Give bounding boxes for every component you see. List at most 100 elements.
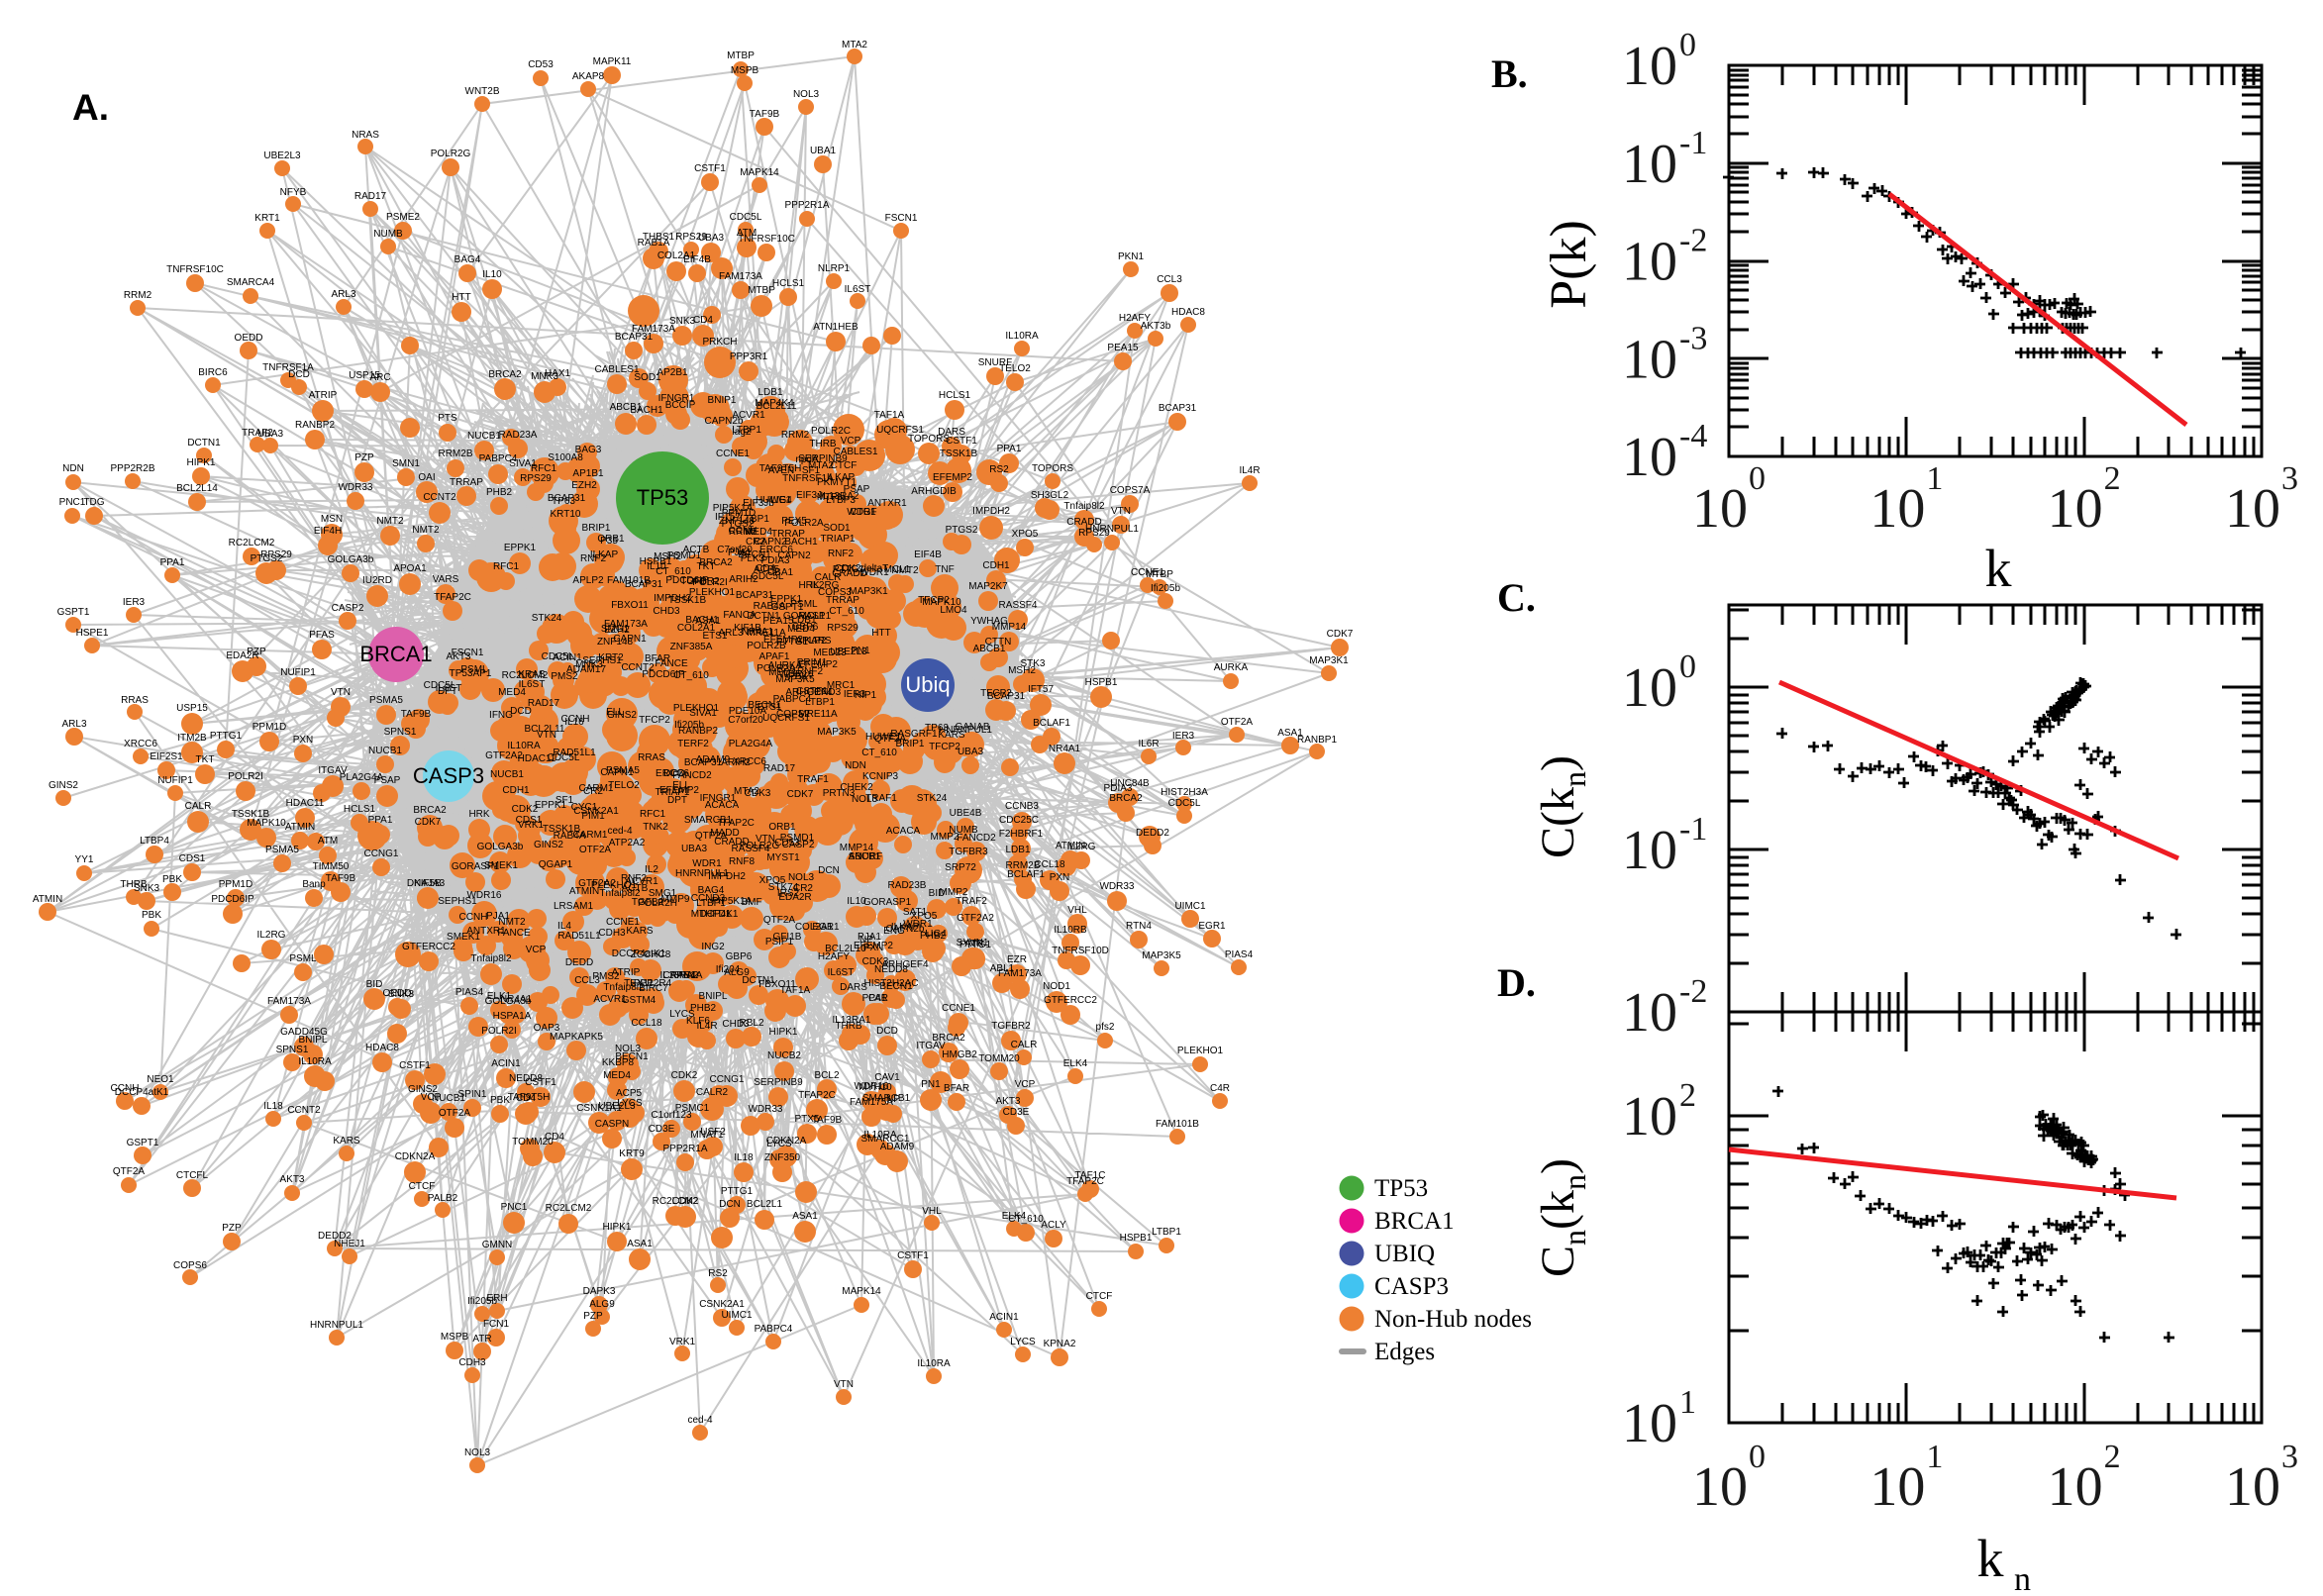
svg-text:CT_610: CT_610 bbox=[656, 566, 691, 577]
svg-text:TOPORS: TOPORS bbox=[1032, 463, 1073, 474]
svg-text:COPS2: COPS2 bbox=[776, 709, 810, 720]
svg-text:CD53: CD53 bbox=[774, 838, 800, 848]
svg-text:ABL1: ABL1 bbox=[990, 963, 1015, 974]
svg-text:ORB1: ORB1 bbox=[768, 822, 796, 833]
svg-text:MED23: MED23 bbox=[813, 648, 847, 658]
svg-text:TNFRSF10C: TNFRSF10C bbox=[166, 264, 224, 275]
svg-text:ATM: ATM bbox=[737, 228, 757, 239]
svg-text:APLP2: APLP2 bbox=[795, 636, 827, 647]
svg-text:PBK: PBK bbox=[162, 874, 182, 885]
svg-text:CR2: CR2 bbox=[583, 786, 603, 797]
svg-text:PMS2: PMS2 bbox=[592, 971, 620, 982]
svg-text:MYST1: MYST1 bbox=[766, 852, 800, 863]
svg-text:Tnfaip8l2: Tnfaip8l2 bbox=[470, 953, 512, 964]
svg-text:10: 10 bbox=[1622, 1393, 1677, 1454]
svg-text:MMP2: MMP2 bbox=[940, 887, 968, 898]
svg-text:FAM101B: FAM101B bbox=[607, 575, 651, 586]
svg-text:MMP14: MMP14 bbox=[840, 843, 874, 853]
svg-text:CCND3: CCND3 bbox=[691, 893, 726, 904]
svg-text:LDB1: LDB1 bbox=[758, 387, 782, 398]
svg-text:IL10: IL10 bbox=[647, 561, 666, 572]
svg-text:RPS29: RPS29 bbox=[260, 549, 292, 560]
svg-text:HDAC11: HDAC11 bbox=[518, 753, 556, 764]
svg-text:AKT3: AKT3 bbox=[995, 1096, 1020, 1107]
svg-text:NUCB1: NUCB1 bbox=[467, 431, 501, 442]
svg-text:ARL3: ARL3 bbox=[331, 289, 355, 300]
svg-text:MED4: MED4 bbox=[603, 1070, 631, 1081]
svg-text:CASP2: CASP2 bbox=[782, 840, 815, 850]
svg-text:HSPA1A: HSPA1A bbox=[493, 1011, 532, 1022]
svg-text:POLR2A: POLR2A bbox=[784, 518, 824, 529]
svg-text:CD3E: CD3E bbox=[1003, 1107, 1030, 1118]
svg-text:RAB4A: RAB4A bbox=[754, 601, 786, 612]
svg-text:SMARCB1: SMARCB1 bbox=[684, 815, 733, 826]
svg-text:POLR2C: POLR2C bbox=[811, 426, 851, 437]
svg-text:LTBP1: LTBP1 bbox=[1152, 1227, 1181, 1238]
svg-text:-1: -1 bbox=[1679, 125, 1707, 161]
svg-text:ARHGDIB: ARHGDIB bbox=[911, 486, 957, 497]
svg-text:PZP: PZP bbox=[583, 1311, 603, 1322]
svg-text:D.: D. bbox=[1497, 960, 1536, 1005]
svg-text:PHB2: PHB2 bbox=[920, 931, 947, 942]
svg-text:AKT3b: AKT3b bbox=[1141, 321, 1171, 332]
svg-text:PABPC4: PABPC4 bbox=[773, 694, 812, 705]
svg-text:PLEKHO1: PLEKHO1 bbox=[673, 703, 720, 714]
svg-text:CDK2deltaT: CDK2deltaT bbox=[835, 563, 888, 574]
svg-text:MAPK14: MAPK14 bbox=[740, 167, 779, 178]
svg-text:ATMIN: ATMIN bbox=[285, 822, 315, 833]
svg-text:PBK: PBK bbox=[788, 671, 808, 682]
svg-text:BMF: BMF bbox=[741, 897, 761, 908]
svg-text:BRCA2: BRCA2 bbox=[488, 369, 522, 380]
svg-text:MTHFD1: MTHFD1 bbox=[691, 909, 732, 920]
svg-text:ACIN1: ACIN1 bbox=[989, 1312, 1019, 1323]
svg-text:CD53: CD53 bbox=[528, 59, 554, 70]
svg-text:PJA1: PJA1 bbox=[486, 911, 510, 922]
svg-text:NEDD8: NEDD8 bbox=[509, 1073, 543, 1084]
svg-text:CARM1: CARM1 bbox=[578, 783, 613, 794]
svg-text:CSNK1A1: CSNK1A1 bbox=[576, 1103, 622, 1114]
svg-text:PDIA3: PDIA3 bbox=[761, 555, 790, 566]
svg-text:KARS: KARS bbox=[938, 730, 965, 741]
svg-text:TNFRSF1A: TNFRSF1A bbox=[262, 362, 314, 373]
svg-text:3: 3 bbox=[2281, 1439, 2298, 1475]
svg-text:BRCA2: BRCA2 bbox=[932, 1033, 965, 1044]
svg-text:RC2LCM2: RC2LCM2 bbox=[653, 1196, 699, 1207]
svg-text:PTTG1: PTTG1 bbox=[721, 1186, 754, 1197]
svg-text:CCNE1: CCNE1 bbox=[942, 1003, 975, 1014]
svg-text:PPP2R2B: PPP2R2B bbox=[110, 463, 154, 474]
svg-text:SNK3: SNK3 bbox=[388, 989, 415, 1000]
svg-text:BFAR: BFAR bbox=[944, 1083, 969, 1094]
svg-text:PLA2G4A: PLA2G4A bbox=[340, 772, 384, 783]
svg-text:ASA1: ASA1 bbox=[1277, 728, 1303, 739]
svg-text:ADAM17: ADAM17 bbox=[566, 664, 606, 675]
svg-text:HTT: HTT bbox=[452, 292, 470, 303]
svg-text:LTBP3: LTBP3 bbox=[826, 495, 856, 506]
svg-text:POLR2H: POLR2H bbox=[638, 898, 677, 909]
svg-text:CDS1: CDS1 bbox=[179, 853, 206, 864]
svg-text:FANCD2: FANCD2 bbox=[957, 833, 996, 844]
svg-text:LYCS: LYCS bbox=[669, 1009, 695, 1020]
svg-text:BFAR: BFAR bbox=[645, 653, 670, 664]
svg-text:ANTXR1: ANTXR1 bbox=[466, 926, 506, 937]
svg-text:MSH2: MSH2 bbox=[654, 551, 681, 562]
svg-text:MRC1: MRC1 bbox=[827, 680, 856, 691]
svg-text:LYCS: LYCS bbox=[617, 1098, 643, 1109]
svg-text:PEA15: PEA15 bbox=[762, 616, 794, 627]
svg-text:HIST2H3A: HIST2H3A bbox=[1161, 787, 1208, 798]
svg-text:NHEJ1: NHEJ1 bbox=[334, 1239, 365, 1249]
svg-text:ATMIN: ATMIN bbox=[569, 886, 599, 897]
svg-text:CCND3: CCND3 bbox=[807, 687, 842, 698]
svg-text:CDK3: CDK3 bbox=[745, 788, 771, 799]
svg-text:NUFIP1: NUFIP1 bbox=[157, 775, 193, 786]
svg-text:RAD17: RAD17 bbox=[528, 698, 560, 709]
svg-text:CDK7: CDK7 bbox=[1327, 629, 1354, 640]
svg-text:CTGF: CTGF bbox=[850, 507, 876, 518]
svg-text:CSTF1: CSTF1 bbox=[796, 686, 828, 697]
svg-text:OAP3: OAP3 bbox=[534, 1023, 560, 1034]
svg-text:GORASP1: GORASP1 bbox=[783, 611, 832, 622]
svg-text:BCAP31: BCAP31 bbox=[684, 757, 723, 768]
svg-text:PBK: PBK bbox=[142, 910, 161, 921]
svg-text:HIST2H2AC: HIST2H2AC bbox=[863, 978, 918, 989]
svg-text:KCNIP3: KCNIP3 bbox=[862, 771, 899, 782]
svg-text:RRAS: RRAS bbox=[638, 752, 665, 763]
